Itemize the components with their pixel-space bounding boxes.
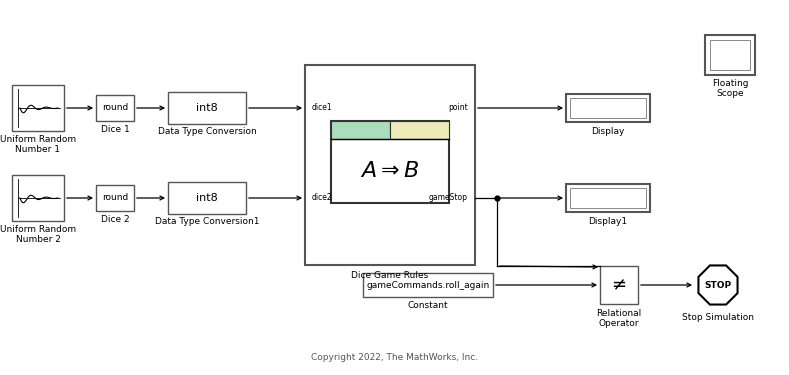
- Text: Constant: Constant: [408, 302, 448, 310]
- Text: Relational: Relational: [596, 309, 641, 318]
- Bar: [363, 273, 493, 297]
- Text: Stop Simulation: Stop Simulation: [682, 312, 754, 321]
- Text: round: round: [102, 194, 128, 202]
- Bar: [566, 94, 650, 122]
- Text: Scope: Scope: [716, 90, 744, 99]
- Bar: [600, 266, 638, 304]
- Text: int8: int8: [196, 193, 218, 203]
- Text: gameCommands.roll_again: gameCommands.roll_again: [366, 280, 490, 290]
- Text: STOP: STOP: [705, 280, 731, 290]
- Bar: [96, 95, 134, 121]
- Text: Dice Game Rules: Dice Game Rules: [351, 270, 428, 279]
- Text: Dice 2: Dice 2: [101, 214, 129, 223]
- Text: dice2: dice2: [312, 194, 333, 202]
- Text: Operator: Operator: [599, 318, 639, 327]
- Bar: [96, 185, 134, 211]
- Text: gameStop: gameStop: [429, 194, 468, 202]
- Bar: [12, 175, 64, 221]
- Bar: [705, 35, 755, 75]
- Text: Number 1: Number 1: [16, 144, 61, 153]
- Bar: [566, 184, 650, 212]
- Bar: [12, 85, 64, 131]
- Text: Floating: Floating: [712, 80, 748, 88]
- Text: $A \Rightarrow B$: $A \Rightarrow B$: [361, 161, 420, 181]
- Text: int8: int8: [196, 103, 218, 113]
- Text: Data Type Conversion1: Data Type Conversion1: [155, 217, 260, 226]
- Text: Number 2: Number 2: [16, 234, 61, 243]
- Bar: [570, 188, 646, 208]
- Text: ≠: ≠: [611, 276, 626, 294]
- Bar: [331, 121, 390, 139]
- Polygon shape: [698, 266, 738, 305]
- Bar: [305, 65, 475, 265]
- Bar: [570, 98, 646, 118]
- Text: round: round: [102, 104, 128, 112]
- Text: Display: Display: [591, 126, 625, 135]
- Text: Display1: Display1: [589, 216, 627, 225]
- Text: Copyright 2022, The MathWorks, Inc.: Copyright 2022, The MathWorks, Inc.: [311, 352, 478, 362]
- Text: Data Type Conversion: Data Type Conversion: [158, 128, 256, 136]
- Bar: [168, 92, 246, 124]
- Text: point: point: [448, 104, 468, 112]
- Bar: [168, 182, 246, 214]
- Bar: [390, 121, 449, 139]
- Bar: [331, 121, 449, 203]
- Text: Uniform Random: Uniform Random: [0, 135, 76, 144]
- Text: dice1: dice1: [312, 104, 333, 112]
- Text: Uniform Random: Uniform Random: [0, 225, 76, 234]
- Text: Dice 1: Dice 1: [101, 124, 129, 134]
- Bar: [710, 40, 750, 70]
